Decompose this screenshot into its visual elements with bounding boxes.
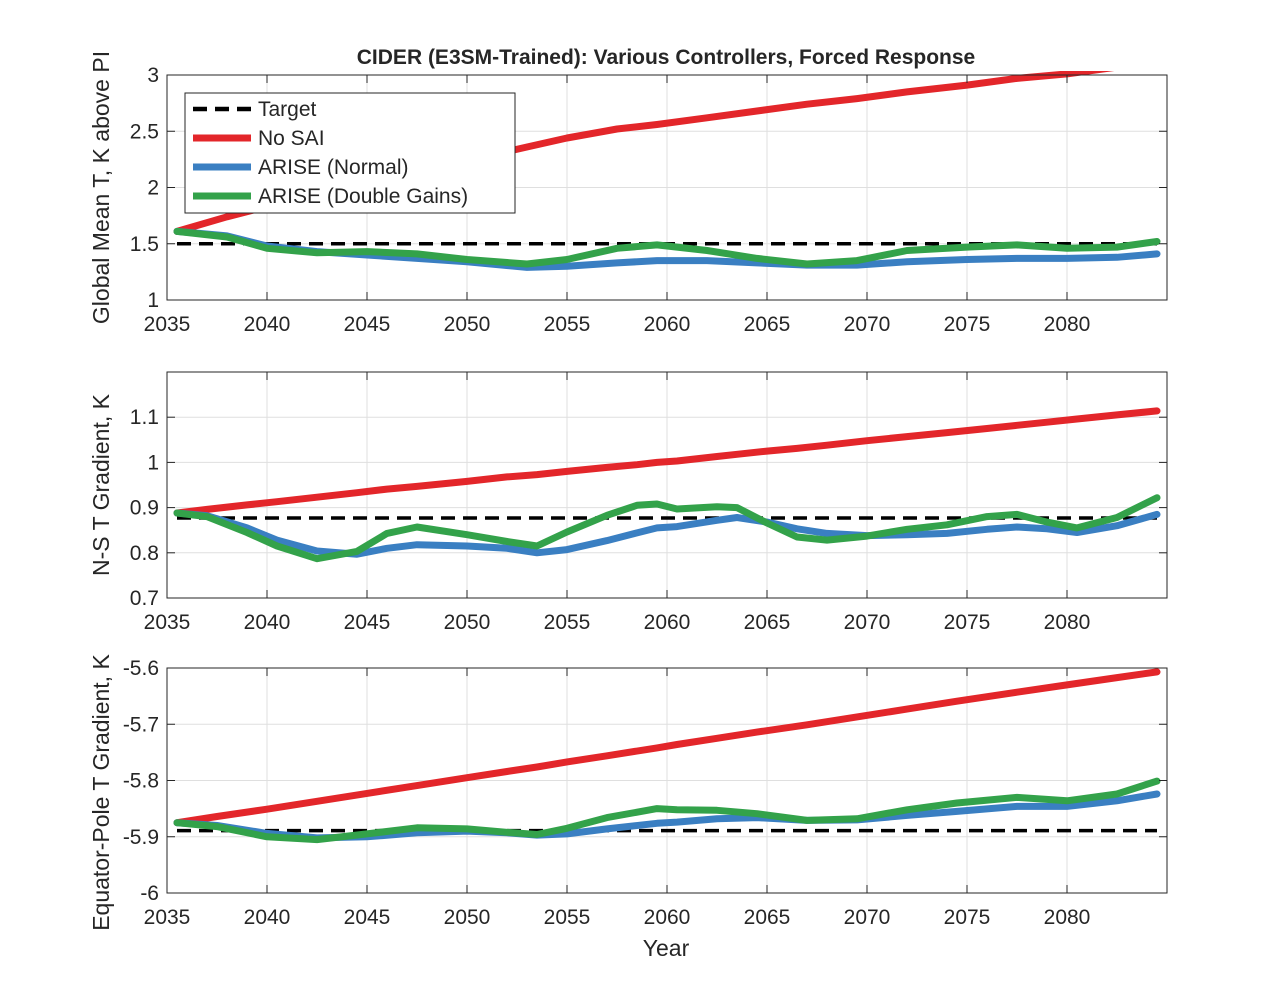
x-tick-label: 2060	[644, 313, 691, 336]
y-tick-label: 0.8	[130, 542, 159, 565]
x-tick-label: 2065	[744, 611, 791, 634]
x-tick-label: 2040	[244, 313, 291, 336]
y-tick-label: 2.5	[130, 120, 159, 143]
series-line-arise-double-gains	[173, 494, 1161, 563]
x-tick-label: 2035	[144, 611, 191, 634]
y-tick-label: 3	[147, 64, 159, 87]
x-tick-label: 2075	[944, 611, 991, 634]
series-line-arise-double-gains	[173, 227, 1161, 268]
y-tick-label: -5.9	[123, 826, 159, 849]
y-tick-label: -5.6	[123, 657, 159, 680]
x-tick-label: 2060	[644, 906, 691, 929]
x-tick-label: 2075	[944, 313, 991, 336]
x-tick-label: 2060	[644, 611, 691, 634]
x-tick-label: 2080	[1044, 906, 1091, 929]
chart-title: CIDER (E3SM-Trained): Various Controller…	[357, 46, 975, 69]
x-tick-label: 2035	[144, 313, 191, 336]
x-tick-label: 2065	[744, 906, 791, 929]
y-axis-label: Global Mean T, K above PI	[88, 51, 114, 324]
x-tick-label: 2045	[344, 611, 391, 634]
y-axis-label: Equator-Pole T Gradient, K	[88, 654, 114, 931]
x-tick-label: 2065	[744, 313, 791, 336]
legend-label-no-sai: No SAI	[258, 127, 325, 150]
series-line-no-sai	[173, 668, 1161, 827]
y-tick-label: 0.7	[130, 587, 159, 610]
series-line-no-sai	[173, 407, 1161, 517]
legend-label-arise-double-gains: ARISE (Double Gains)	[258, 185, 468, 208]
series-line-arise-double-gains	[173, 777, 1161, 844]
x-axis-label: Year	[643, 935, 690, 961]
x-tick-label: 2050	[444, 906, 491, 929]
x-tick-label: 2045	[344, 313, 391, 336]
x-tick-label: 2050	[444, 611, 491, 634]
x-tick-label: 2055	[544, 313, 591, 336]
x-tick-label: 2035	[144, 906, 191, 929]
x-tick-label: 2070	[844, 313, 891, 336]
y-tick-label: 1	[147, 289, 159, 312]
x-tick-label: 2050	[444, 313, 491, 336]
legend-label-target: Target	[258, 98, 317, 121]
y-axis-label: N-S T Gradient, K	[88, 393, 114, 576]
x-tick-label: 2080	[1044, 313, 1091, 336]
panel-ns-temperature-gradient: 2035 2040 2045 2050 2055 2060 2065 2070 2075 2080…	[88, 371, 1168, 634]
y-tick-label: 1	[147, 451, 159, 474]
legend: Target No SAI ARISE (Normal) ARISE (Doub…	[184, 92, 516, 214]
x-tick-label: 2055	[544, 611, 591, 634]
data-lines	[173, 407, 1161, 563]
x-tick-label: 2040	[244, 906, 291, 929]
y-tick-label: 2	[147, 177, 159, 200]
y-tick-label: 1.5	[130, 233, 159, 256]
y-tick-label: -5.8	[123, 770, 159, 793]
y-tick-label: -6	[140, 882, 159, 905]
y-tick-label: -5.7	[123, 713, 159, 736]
x-tick-label: 2075	[944, 906, 991, 929]
panel-equator-pole-temperature-gradient: 2035 2040 2045 2050 2055 2060 2065 2070 2075 2080…	[88, 654, 1168, 931]
x-tick-label: 2070	[844, 611, 891, 634]
x-tick-label: 2070	[844, 906, 891, 929]
y-tick-label: 1.1	[130, 406, 159, 429]
x-tick-label: 2055	[544, 906, 591, 929]
x-tick-label: 2045	[344, 906, 391, 929]
x-tick-label: 2040	[244, 611, 291, 634]
data-lines	[173, 668, 1161, 844]
y-tick-label: 0.9	[130, 497, 159, 520]
x-tick-label: 2080	[1044, 611, 1091, 634]
legend-label-arise-normal: ARISE (Normal)	[258, 156, 409, 179]
